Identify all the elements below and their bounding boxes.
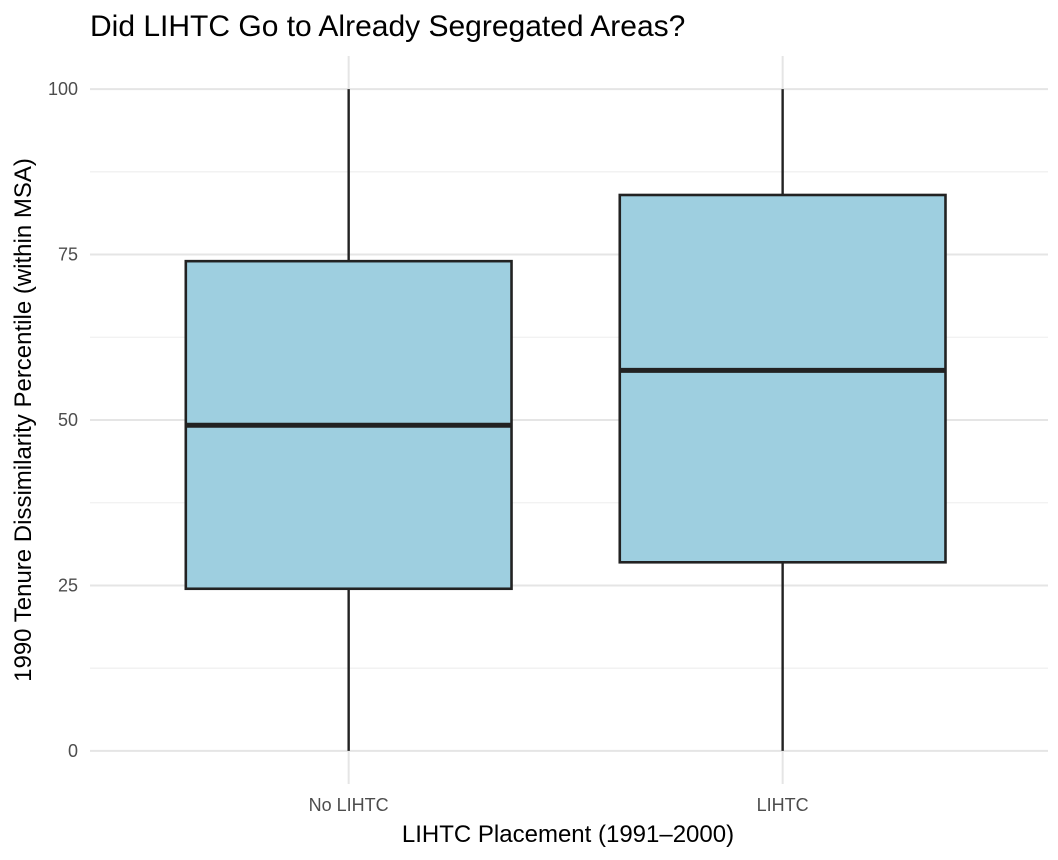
x-tick-label: No LIHTC — [309, 795, 389, 815]
x-axis-ticks: No LIHTC LIHTC — [309, 795, 809, 815]
y-axis-title: 1990 Tenure Dissimilarity Percentile (wi… — [10, 158, 37, 682]
y-tick-label: 100 — [48, 79, 78, 99]
y-tick-label: 0 — [68, 741, 78, 761]
x-tick-label: LIHTC — [757, 795, 809, 815]
x-axis-title: LIHTC Placement (1991–2000) — [402, 821, 734, 848]
iqr-box — [618, 193, 947, 564]
y-tick-label: 50 — [58, 410, 78, 430]
box-group — [618, 89, 947, 751]
y-tick-label: 75 — [58, 245, 78, 265]
y-tick-label: 25 — [58, 575, 78, 595]
y-axis-ticks: 0 25 50 75 100 — [48, 79, 78, 761]
box-marks — [184, 89, 947, 751]
box-group — [184, 89, 513, 751]
chart-title: Did LIHTC Go to Already Segregated Areas… — [90, 10, 685, 43]
